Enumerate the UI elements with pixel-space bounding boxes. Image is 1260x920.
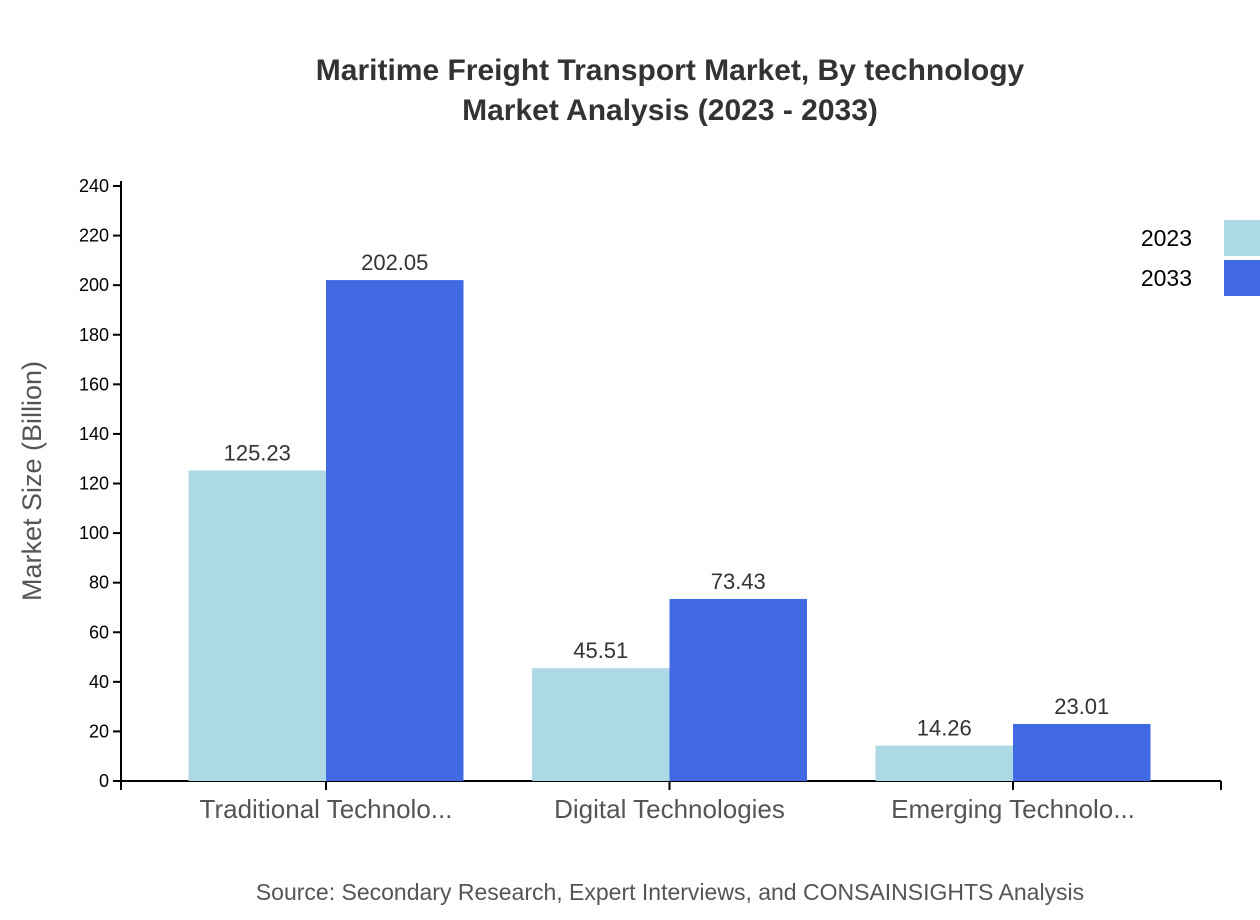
y-tick-label: 200: [79, 275, 109, 295]
source-note: Source: Secondary Research, Expert Inter…: [256, 879, 1084, 905]
bar-2023: [188, 470, 326, 781]
legend-label: 2023: [1141, 225, 1192, 251]
bar-2033: [326, 280, 464, 781]
x-tick-label: Digital Technologies: [554, 794, 785, 824]
legend-swatch: [1224, 220, 1260, 256]
data-label: 202.05: [361, 250, 428, 275]
y-tick-label: 60: [89, 622, 109, 642]
bar-2023: [532, 668, 670, 781]
data-label: 14.26: [917, 716, 972, 741]
y-tick-label: 220: [79, 226, 109, 246]
y-tick-label: 180: [79, 325, 109, 345]
data-label: 125.23: [224, 441, 291, 466]
legend-swatch: [1224, 260, 1260, 296]
bar-2033: [1013, 723, 1151, 781]
x-tick-label: Traditional Technolo...: [200, 794, 453, 824]
y-tick-label: 140: [79, 424, 109, 444]
y-axis-label: Market Size (Billion): [17, 361, 47, 601]
y-tick-label: 0: [99, 771, 109, 791]
x-tick-label: Emerging Technolo...: [891, 794, 1135, 824]
y-tick-label: 240: [79, 176, 109, 196]
y-tick-label: 40: [89, 672, 109, 692]
y-tick-label: 80: [89, 573, 109, 593]
bar-2023: [875, 745, 1013, 781]
chart-title: Maritime Freight Transport Market, By te…: [316, 54, 1025, 87]
y-tick-label: 100: [79, 523, 109, 543]
y-tick-label: 160: [79, 374, 109, 394]
bar-2033: [669, 598, 807, 781]
y-tick-label: 20: [89, 721, 109, 741]
chart-subtitle: Market Analysis (2023 - 2033): [462, 94, 878, 127]
data-label: 23.01: [1054, 694, 1109, 719]
data-label: 73.43: [711, 569, 766, 594]
y-tick-label: 120: [79, 474, 109, 494]
legend-label: 2033: [1141, 265, 1192, 291]
data-label: 45.51: [573, 638, 628, 663]
